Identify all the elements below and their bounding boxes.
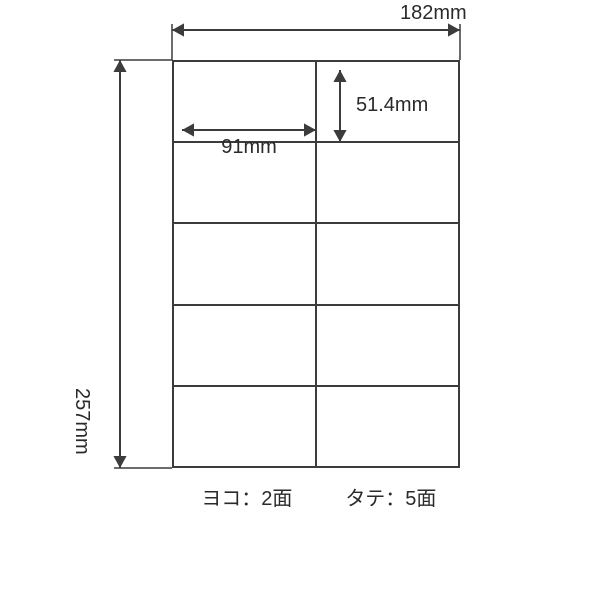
caption-rows: タテ：5面 — [345, 482, 436, 511]
dim-total-width: 182mm — [400, 2, 467, 25]
caption-cols: ヨコ：2面 — [201, 482, 292, 511]
dimension-arrows — [0, 0, 600, 600]
dim-cell-width: 91mm — [221, 136, 277, 159]
label-sheet-diagram: 182mm 257mm 91mm 51.4mm ヨコ：2面 タテ：5面 — [0, 0, 600, 600]
dim-total-height: 257mm — [70, 388, 93, 455]
dim-cell-height: 51.4mm — [356, 94, 428, 117]
